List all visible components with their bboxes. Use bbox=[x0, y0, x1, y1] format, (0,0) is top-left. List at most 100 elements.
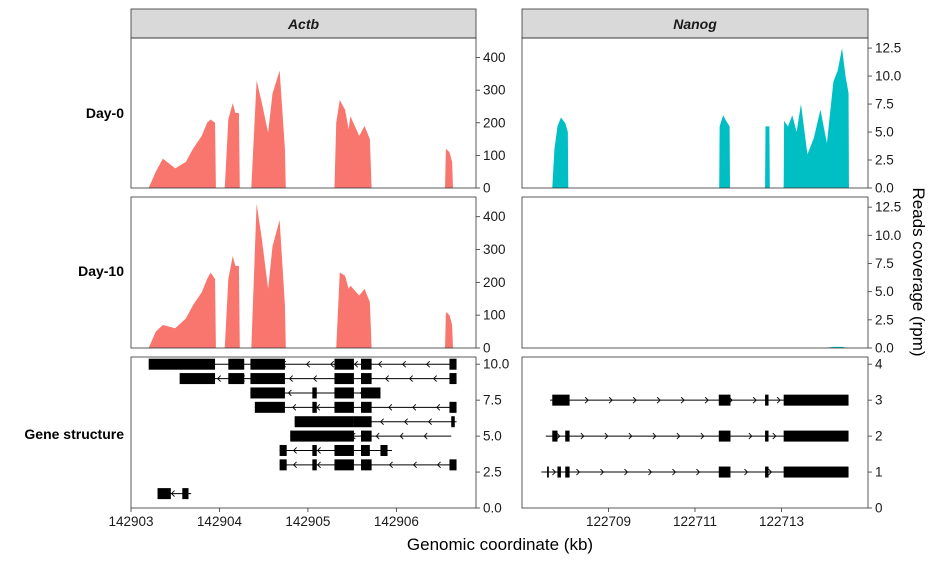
y-tick-label: 100 bbox=[483, 308, 506, 323]
strand-arrow bbox=[388, 461, 393, 469]
y-tick-label: 2 bbox=[875, 429, 883, 444]
exon-block bbox=[179, 373, 216, 385]
y-tick-label: 3 bbox=[875, 393, 883, 408]
strand-arrow bbox=[313, 375, 317, 382]
y-tick-label: 300 bbox=[483, 242, 506, 257]
exon-block bbox=[254, 401, 285, 413]
exon-block bbox=[552, 430, 558, 442]
exon-block bbox=[565, 466, 570, 478]
row-label-gene-structure: Gene structure bbox=[24, 426, 124, 442]
y-tick-label: 1 bbox=[875, 465, 883, 480]
y-tick-label: 10.0 bbox=[875, 69, 901, 84]
strand-arrow bbox=[289, 375, 293, 382]
y-tick-label: 7.5 bbox=[875, 256, 894, 271]
exon-block bbox=[334, 444, 354, 456]
y-tick-label: 12.5 bbox=[875, 41, 901, 56]
exon-block bbox=[449, 401, 457, 413]
y-tick-label: 4 bbox=[875, 357, 883, 372]
strand-arrow bbox=[556, 432, 561, 440]
transcript-actb-8 bbox=[279, 459, 457, 471]
exon-block bbox=[361, 459, 372, 471]
strand-arrow bbox=[330, 360, 335, 368]
exon-block bbox=[334, 387, 354, 399]
exon-block bbox=[334, 373, 354, 385]
strand-arrow bbox=[744, 468, 749, 476]
strand-arrow bbox=[306, 360, 311, 368]
panel-nanog-gene-structure: 0 1 2 3 4 bbox=[521, 356, 883, 516]
y-tick-label: 200 bbox=[483, 275, 506, 290]
strand-arrow bbox=[776, 396, 781, 404]
y-axis-title: Reads coverage (rpm) bbox=[909, 187, 928, 356]
strand-arrow bbox=[428, 418, 432, 426]
y-tick-label: 12.5 bbox=[875, 200, 901, 215]
strand-arrow bbox=[656, 396, 661, 404]
y-tick-label: 2.5 bbox=[875, 312, 894, 327]
exon-block bbox=[312, 459, 317, 471]
exon-block bbox=[361, 358, 372, 370]
exon-block bbox=[718, 394, 731, 406]
strand-arrow bbox=[409, 375, 413, 382]
strand-arrow bbox=[436, 461, 441, 469]
transcript-actb-3 bbox=[250, 387, 381, 399]
exon-block bbox=[148, 358, 216, 370]
panel-actb-gene-structure: 0.0 2.5 5.0 7.5 10.0 bbox=[130, 356, 509, 516]
panel-border bbox=[130, 196, 477, 349]
strand-arrow bbox=[316, 447, 321, 454]
exon-block bbox=[783, 394, 849, 406]
transcript-nanog-3 bbox=[541, 466, 849, 478]
exon-block bbox=[361, 401, 372, 413]
y-tick-label: 0 bbox=[483, 341, 491, 356]
transcript-actb-9 bbox=[157, 488, 192, 500]
strand-arrow bbox=[316, 461, 321, 469]
strand-arrow bbox=[608, 396, 613, 404]
strand-arrow bbox=[752, 396, 757, 404]
exon-block bbox=[228, 373, 245, 385]
strand-arrow bbox=[748, 432, 753, 440]
strand-arrow bbox=[604, 432, 609, 440]
exon-block bbox=[449, 358, 457, 370]
exon-block bbox=[361, 430, 372, 442]
panel-border bbox=[521, 196, 869, 349]
strip-actb: Actb bbox=[130, 8, 477, 39]
exon-block bbox=[449, 373, 457, 385]
exon-block bbox=[783, 430, 849, 442]
strand-arrow bbox=[404, 418, 408, 426]
strand-arrow bbox=[217, 375, 221, 382]
strand-arrow bbox=[584, 396, 589, 404]
x-axis-actb: 142903 142904 142905 142906 bbox=[108, 508, 419, 529]
strand-arrow bbox=[433, 375, 437, 382]
strand-arrow bbox=[580, 432, 585, 440]
exon-block bbox=[182, 488, 189, 500]
x-tick-label: 142905 bbox=[285, 514, 330, 529]
strand-arrow bbox=[704, 396, 709, 404]
exon-block bbox=[290, 430, 354, 442]
exon-block bbox=[250, 387, 285, 399]
strand-arrow bbox=[375, 432, 380, 440]
exon-block bbox=[783, 466, 849, 478]
strand-arrow bbox=[423, 432, 428, 440]
exon-block bbox=[361, 444, 370, 456]
exon-block bbox=[718, 466, 731, 478]
y-tick-label: 5.0 bbox=[875, 284, 894, 299]
y-tick-label: 7.5 bbox=[483, 393, 502, 408]
strand-arrow bbox=[600, 468, 605, 476]
y-tick-label: 0.0 bbox=[875, 341, 894, 356]
coverage-area-actb-day-0 bbox=[148, 70, 453, 188]
exon-block bbox=[157, 488, 171, 500]
exon-block bbox=[361, 373, 372, 385]
exon-block bbox=[765, 394, 769, 406]
exon-block bbox=[718, 430, 731, 442]
x-tick-label: 122711 bbox=[673, 514, 717, 529]
exon-block bbox=[361, 387, 381, 399]
y-tick-label: 10.0 bbox=[875, 228, 901, 243]
y-tick-label: 100 bbox=[483, 148, 506, 163]
x-tick-label: 142904 bbox=[197, 514, 243, 529]
strand-arrow bbox=[680, 396, 685, 404]
exon-block bbox=[334, 459, 354, 471]
strand-arrow bbox=[700, 432, 705, 440]
panel-border bbox=[130, 37, 477, 189]
exon-block bbox=[451, 416, 455, 428]
strand-arrow bbox=[292, 404, 297, 411]
strand-arrow bbox=[628, 432, 633, 440]
